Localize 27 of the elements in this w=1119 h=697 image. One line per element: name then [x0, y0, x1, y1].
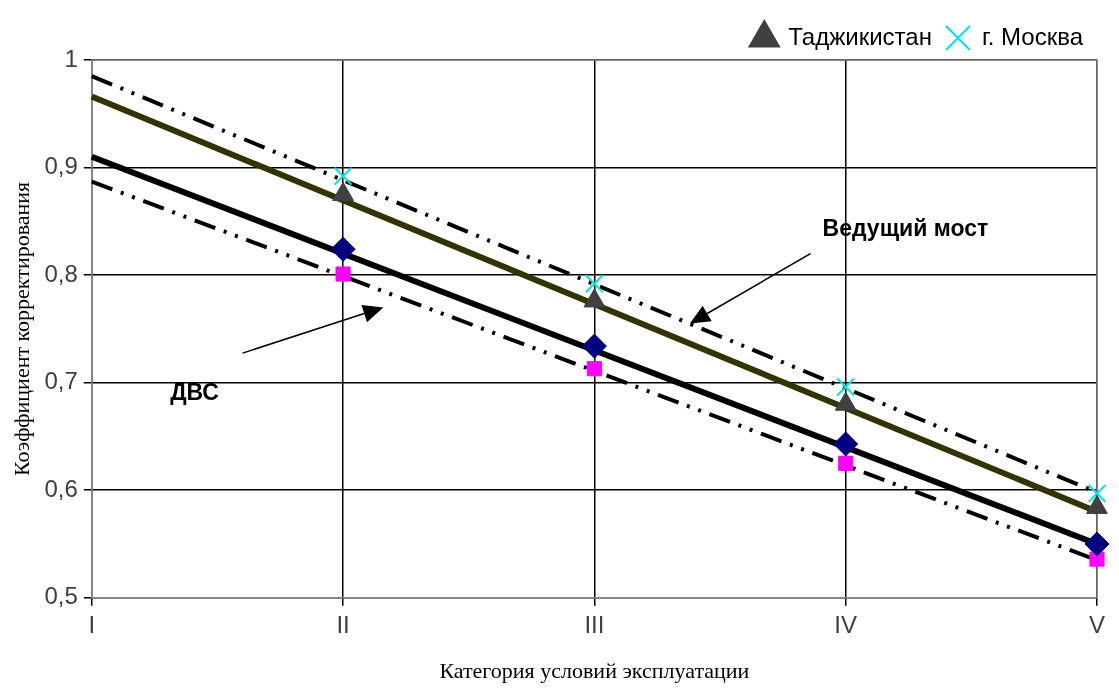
x-tick-label: I [88, 610, 96, 638]
y-tick-label: 0,6 [44, 474, 78, 502]
point [581, 333, 607, 359]
point [1087, 483, 1107, 503]
point [838, 455, 854, 471]
point [330, 236, 356, 262]
y-tick-label: 0,9 [44, 152, 78, 180]
x-tick-label: III [584, 610, 605, 638]
point [836, 377, 856, 397]
point [335, 266, 351, 282]
legend-label: г. Москва [981, 22, 1084, 50]
x-tick-label: V [1088, 610, 1105, 638]
x-axis-title: Категория условий эксплуатации [439, 657, 750, 683]
legend-label: Таджикистан [788, 22, 932, 50]
y-tick-label: 0,8 [44, 259, 78, 287]
y-tick-label: 0,7 [44, 367, 78, 395]
y-tick-label: 1 [64, 44, 78, 72]
y-tick-label: 0,5 [44, 582, 78, 610]
point [833, 431, 859, 457]
point [586, 361, 602, 377]
y-axis-title: Коэффициент корректирования [8, 181, 34, 476]
x-tick-label: IV [834, 610, 858, 638]
point [333, 166, 353, 186]
point [1084, 531, 1110, 557]
annotation: ДВС [170, 378, 219, 405]
x-tick-label: II [336, 610, 350, 638]
point [584, 274, 604, 294]
